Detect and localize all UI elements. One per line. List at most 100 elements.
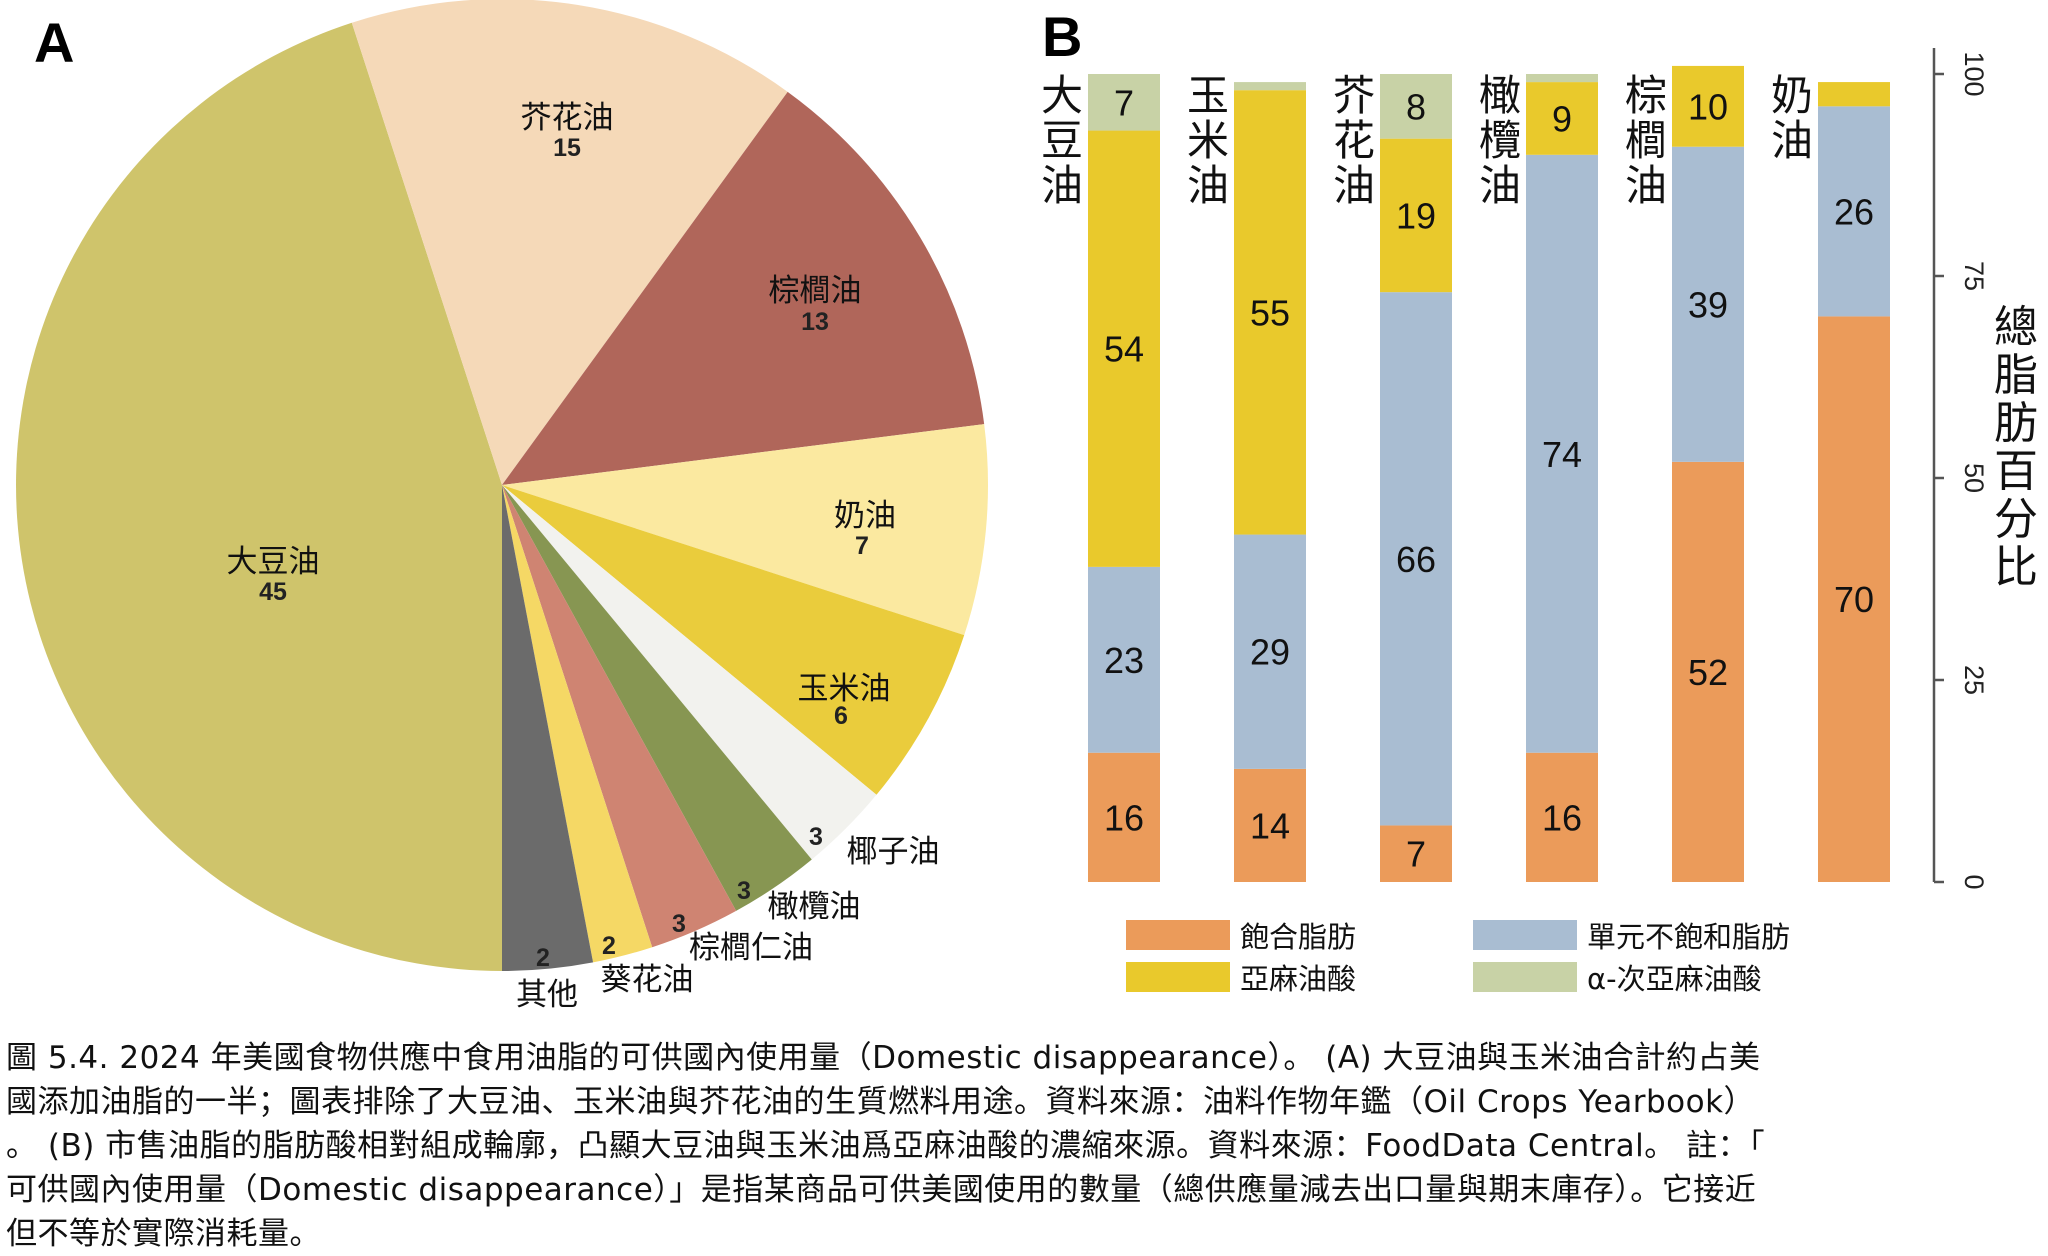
y-tick-label: 100 xyxy=(1959,51,1989,96)
bar-segment xyxy=(1818,82,1890,107)
bar-segment xyxy=(1088,566,1160,753)
pie-slice-value: 6 xyxy=(834,702,848,730)
figure: A 大豆油45芥花油15棕櫚油13奶油7玉米油6椰子油3橄欖油3棕櫚仁油3葵花油… xyxy=(16,0,2038,1013)
pie-chart: 大豆油45芥花油15棕櫚油13奶油7玉米油6椰子油3橄欖油3棕櫚仁油3葵花油2其… xyxy=(16,0,989,1013)
bar-segment xyxy=(1380,74,1452,139)
bar-value-label: 16 xyxy=(1542,797,1582,838)
figure-caption: 圖 5.4. 2024 年美國食物供應中食用油脂的可供國內使用量（Domesti… xyxy=(6,1036,2042,1256)
caption-line: 圖 5.4. 2024 年美國食物供應中食用油脂的可供國內使用量（Domesti… xyxy=(6,1040,1761,1076)
pie-slice-value: 15 xyxy=(553,134,581,162)
bar-segment xyxy=(1672,461,1744,882)
bar-segment xyxy=(1088,752,1160,882)
caption-line: 國添加油脂的一半；圖表排除了大豆油、玉米油與芥花油的生質燃料用途。資料來源：油料… xyxy=(6,1084,1756,1120)
pie-slice xyxy=(502,485,877,860)
panel-b-label: B xyxy=(1042,5,1082,68)
pie-slice-value: 7 xyxy=(855,532,869,560)
pie-slice-value: 3 xyxy=(672,910,686,938)
bar-category-char: 米 xyxy=(1187,116,1229,165)
pie-slice-label: 芥花油 xyxy=(521,100,614,136)
y-tick-label: 0 xyxy=(1959,874,1989,889)
bar-category-char: 油 xyxy=(1187,161,1229,210)
pie-slice-value: 13 xyxy=(801,308,829,336)
y-axis-title-char: 分 xyxy=(1994,494,2038,545)
y-tick-label: 25 xyxy=(1959,665,1989,695)
pie-slice-label: 其他 xyxy=(516,977,578,1013)
bar-category-char: 油 xyxy=(1479,161,1521,210)
bar-category-char: 油 xyxy=(1041,161,1083,210)
bar-value-label: 19 xyxy=(1396,195,1436,236)
pie-slice xyxy=(502,485,965,795)
stacked-bar-chart: 1623547大豆油142955玉米油766198芥花油16749橄欖油5239… xyxy=(1041,65,1890,882)
bar-segment xyxy=(1526,752,1598,882)
bar-category-char: 油 xyxy=(1625,161,1667,210)
legend-item: α-次亞麻油酸 xyxy=(1473,962,1762,996)
y-axis-title-char: 百 xyxy=(1994,446,2038,497)
bar-value-label: 26 xyxy=(1834,191,1874,232)
pie-slice xyxy=(16,22,503,972)
legend-item: 亞麻油酸 xyxy=(1126,962,1356,996)
bar-value-label: 10 xyxy=(1688,86,1728,127)
bar-segment xyxy=(1818,316,1890,882)
legend-item: 飽合脂肪 xyxy=(1126,920,1356,954)
pie-slice-label: 橄欖油 xyxy=(768,889,861,925)
bar-category-char: 櫚 xyxy=(1625,116,1667,165)
legend-label: 亞麻油酸 xyxy=(1240,962,1356,996)
bar-category-char: 芥 xyxy=(1333,71,1375,120)
legend-swatch xyxy=(1473,920,1577,950)
bar-segment xyxy=(1818,106,1890,317)
bar-value-label: 9 xyxy=(1552,98,1572,139)
caption-line: 可供國內使用量（Domestic disappearance）」是指某商品可供美… xyxy=(6,1172,1757,1208)
bar-category-char: 豆 xyxy=(1041,116,1083,165)
bar-value-label: 7 xyxy=(1114,82,1134,123)
bar-category-char: 花 xyxy=(1333,116,1375,165)
pie-slice xyxy=(502,485,812,911)
pie-slice-value: 3 xyxy=(809,823,823,851)
panel-a-label: A xyxy=(34,11,74,74)
bar-value-label: 29 xyxy=(1250,632,1290,673)
y-tick-label: 75 xyxy=(1959,261,1989,291)
bar-segment xyxy=(1234,82,1306,91)
bar-value-label: 74 xyxy=(1542,434,1582,475)
y-axis-title-char: 脂 xyxy=(1994,350,2038,401)
bar-segment xyxy=(1526,82,1598,155)
bar-segment xyxy=(1672,146,1744,462)
bar-value-label: 8 xyxy=(1406,86,1426,127)
y-axis-title-char: 總 xyxy=(1994,302,2038,353)
bar-category-label: 玉米油 xyxy=(1187,71,1229,210)
legend-swatch xyxy=(1126,962,1230,992)
legend-label: α-次亞麻油酸 xyxy=(1587,962,1762,996)
y-axis-title-char: 比 xyxy=(1994,542,2038,593)
pie-slice-label: 玉米油 xyxy=(798,671,891,707)
bar-category-char: 玉 xyxy=(1187,71,1229,120)
pie-slice xyxy=(502,424,989,636)
bar-category-char: 棕 xyxy=(1625,71,1667,120)
pie-slice xyxy=(351,0,788,485)
pie-slice-label: 大豆油 xyxy=(227,544,320,580)
pie-slice xyxy=(502,485,737,948)
pie-slice-value: 2 xyxy=(536,944,550,972)
legend-label: 飽合脂肪 xyxy=(1240,920,1356,954)
bar-value-label: 7 xyxy=(1406,834,1426,875)
bar-value-label: 55 xyxy=(1250,292,1290,333)
bar-segment xyxy=(1234,534,1306,769)
pie-slice-label: 椰子油 xyxy=(847,834,940,870)
bar-category-char: 欖 xyxy=(1479,116,1521,165)
pie-slice-value: 3 xyxy=(737,877,751,905)
bar-segment xyxy=(1526,74,1598,83)
caption-line: 。 (B) 市售油脂的脂肪酸相對組成輪廓，凸顯大豆油與玉米油爲亞麻油酸的濃縮來源… xyxy=(6,1128,1766,1164)
bar-value-label: 23 xyxy=(1104,640,1144,681)
pie-slice xyxy=(502,91,985,485)
y-tick-label: 50 xyxy=(1959,463,1989,493)
bar-segment xyxy=(1380,825,1452,882)
pie-slice-value: 45 xyxy=(259,578,287,606)
bar-category-char: 油 xyxy=(1771,116,1813,165)
caption-line: 但不等於實際消耗量。 xyxy=(6,1216,321,1252)
pie-slice-label: 奶油 xyxy=(834,498,896,534)
bar-segment xyxy=(1380,138,1452,293)
bar-category-label: 大豆油 xyxy=(1041,71,1083,210)
bar-category-label: 奶油 xyxy=(1771,71,1813,165)
bar-value-label: 39 xyxy=(1688,284,1728,325)
pie-slice xyxy=(502,485,653,963)
